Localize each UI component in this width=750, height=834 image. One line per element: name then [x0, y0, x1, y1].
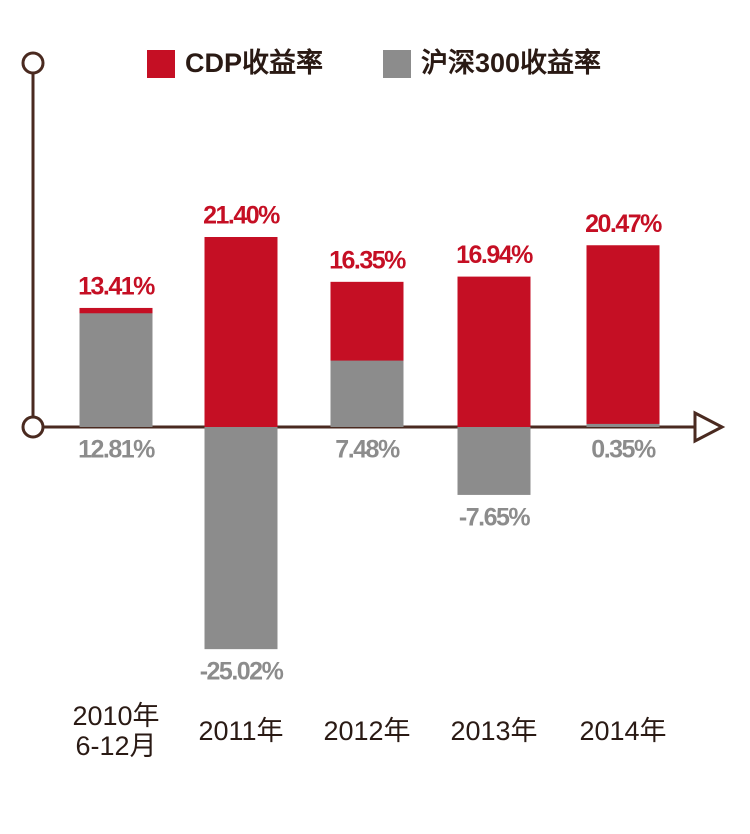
- legend-swatch: [383, 50, 411, 78]
- value-label: 13.41%: [78, 273, 155, 301]
- value-label: 12.81%: [78, 436, 155, 464]
- legend-label: CDP收益率: [185, 47, 323, 78]
- bar: [204, 237, 278, 427]
- bar: [330, 360, 404, 427]
- bar: [457, 427, 531, 495]
- x-tick-label: 2014年: [579, 716, 666, 746]
- x-tick-label: 2010年 6-12月: [72, 701, 159, 761]
- value-label: 21.40%: [203, 202, 280, 230]
- axis-arrow: [693, 410, 726, 444]
- bar: [204, 427, 278, 650]
- x-tick-label: 2013年: [450, 716, 537, 746]
- value-label: -25.02%: [200, 658, 284, 686]
- axis-origin-circle: [21, 415, 45, 439]
- bar: [79, 313, 153, 427]
- legend-label: 沪深300收益率: [421, 47, 601, 78]
- value-label: 7.48%: [335, 436, 400, 464]
- legend-swatch: [147, 50, 175, 78]
- value-label: 0.35%: [591, 436, 656, 464]
- value-label: -7.65%: [459, 504, 530, 532]
- x-tick-label: 2011年: [198, 716, 283, 746]
- axis-end-circle: [21, 51, 45, 75]
- bar: [586, 245, 660, 427]
- value-label: 20.47%: [585, 210, 662, 238]
- bar: [586, 423, 660, 427]
- x-tick-label: 2012年: [323, 716, 410, 746]
- value-label: 16.94%: [456, 241, 533, 269]
- bar: [457, 276, 531, 427]
- value-label: 16.35%: [329, 246, 406, 274]
